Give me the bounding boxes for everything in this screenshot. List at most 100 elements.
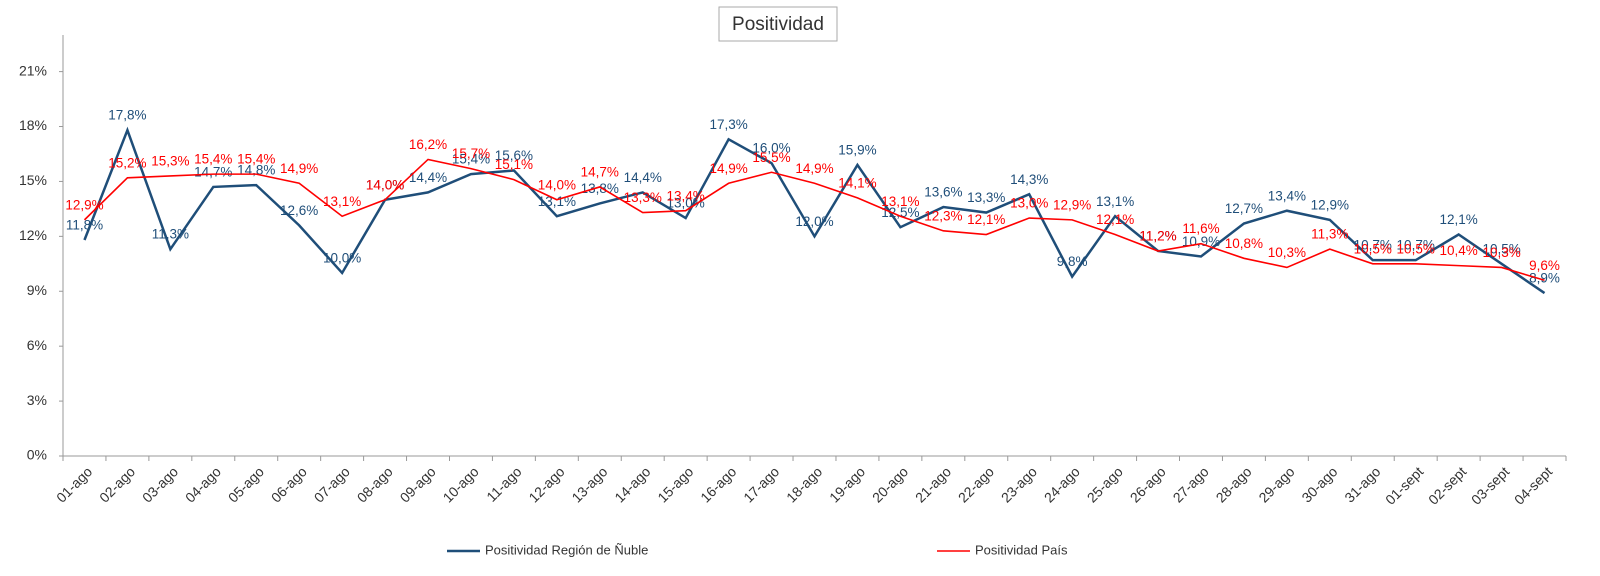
value-label: 10,4% [1440, 243, 1478, 258]
value-label: 15,2% [108, 155, 146, 170]
value-label: 10,7% [1397, 238, 1435, 253]
value-label: 13,0% [667, 196, 705, 211]
x-tick-label: 08-ago [354, 463, 396, 505]
y-tick-label: 21% [19, 62, 47, 78]
value-label: 13,3% [967, 190, 1005, 205]
value-label: 15,4% [194, 152, 232, 167]
x-tick-label: 31-ago [1341, 463, 1383, 505]
x-tick-label: 30-ago [1298, 463, 1340, 505]
x-tick-label: 14-ago [611, 463, 653, 505]
title-box [718, 6, 838, 42]
value-label: 12,9% [65, 197, 103, 212]
x-tick-label: 03-sept [1468, 463, 1512, 507]
x-tick-label: 01-ago [53, 463, 95, 505]
y-tick-label: 6% [27, 337, 47, 353]
value-label: 12,5% [881, 205, 919, 220]
value-label: 12,1% [1096, 212, 1134, 227]
y-tick-label: 12% [19, 227, 47, 243]
value-label: 13,4% [1268, 188, 1306, 203]
value-label: 9,8% [1057, 254, 1088, 269]
value-label: 14,7% [581, 164, 619, 179]
value-label: 11,8% [66, 218, 103, 233]
value-label: 14,1% [838, 175, 876, 190]
x-tick-label: 04-sept [1511, 463, 1555, 507]
value-label: 10,9% [1182, 234, 1220, 249]
x-tick-label: 19-ago [826, 463, 868, 505]
value-label: 10,5% [1482, 241, 1520, 256]
value-label: 14,3% [1010, 172, 1048, 187]
value-label: 12,7% [1225, 201, 1263, 216]
x-tick-label: 04-ago [182, 463, 224, 505]
x-tick-label: 24-ago [1041, 463, 1083, 505]
value-label: 16,2% [409, 137, 447, 152]
x-tick-label: 03-ago [139, 463, 181, 505]
x-tick-label: 21-ago [912, 463, 954, 505]
y-tick-label: 0% [27, 447, 47, 463]
value-label: 13,8% [581, 181, 619, 196]
value-label: 12,6% [280, 203, 318, 218]
value-label: 13,6% [924, 185, 962, 200]
value-label: 10,5% [1397, 241, 1435, 256]
value-label: 11,3% [1311, 227, 1348, 242]
value-label: 10,3% [1482, 245, 1520, 260]
value-label: 12,3% [924, 208, 962, 223]
x-tick-label: 25-ago [1084, 463, 1126, 505]
value-label: 16,0% [752, 141, 790, 156]
chart-title: Positividad [732, 14, 824, 35]
y-tick-label: 15% [19, 172, 47, 188]
value-label: 11,6% [1182, 221, 1219, 236]
value-label: 17,8% [108, 108, 146, 123]
x-tick-label: 16-ago [697, 463, 739, 505]
y-tick-label: 18% [19, 117, 47, 133]
series-line [83, 126, 1546, 295]
value-label: 10,3% [1268, 245, 1306, 260]
y-tick-label: 9% [27, 282, 47, 298]
y-tick-label: 3% [27, 392, 47, 408]
value-label: 12,0% [795, 214, 833, 229]
value-label: 12,1% [1440, 212, 1478, 227]
x-tick-label: 12-ago [525, 463, 567, 505]
x-tick-label: 11-ago [483, 463, 525, 505]
x-tick-label: 27-ago [1170, 463, 1212, 505]
x-tick-label: 09-ago [397, 463, 439, 505]
value-label: 10,0% [323, 251, 361, 266]
x-tick-label: 02-sept [1425, 463, 1469, 507]
value-label: 15,4% [452, 152, 490, 167]
value-label: 15,5% [752, 150, 790, 165]
value-label: 15,7% [452, 146, 490, 161]
value-label: 14,9% [280, 161, 318, 176]
value-label: 8,9% [1529, 271, 1560, 286]
x-tick-label: 26-ago [1127, 463, 1169, 505]
x-tick-label: 28-ago [1213, 463, 1255, 505]
value-label: 14,9% [795, 161, 833, 176]
x-tick-label: 18-ago [783, 463, 825, 505]
value-label: 13,1% [881, 194, 919, 209]
x-tick-label: 06-ago [268, 463, 310, 505]
value-label: 14,4% [409, 170, 447, 185]
x-tick-label: 13-ago [568, 463, 610, 505]
x-tick-label: 17-ago [740, 463, 782, 505]
value-label: 9,6% [1529, 258, 1560, 273]
x-tick-label: 22-ago [955, 463, 997, 505]
x-tick-label: 20-ago [869, 463, 911, 505]
value-label: 12,1% [967, 212, 1005, 227]
value-label: 10,7% [1354, 238, 1392, 253]
value-label: 17,3% [709, 117, 747, 132]
x-tick-label: 23-ago [998, 463, 1040, 505]
value-label: 13,1% [1096, 194, 1134, 209]
value-label: 14,4% [624, 170, 662, 185]
series-line [83, 158, 1545, 282]
x-tick-label: 01-sept [1382, 463, 1426, 507]
value-label: 13,3% [624, 190, 662, 205]
value-label: 15,9% [838, 143, 876, 158]
value-label: 15,3% [151, 154, 189, 169]
value-label: 10,8% [1225, 236, 1263, 251]
value-label: 11,2% [1139, 229, 1176, 244]
x-tick-label: 29-ago [1255, 463, 1297, 505]
legend-label: Positividad País [975, 542, 1068, 557]
value-label: 11,3% [152, 227, 189, 242]
x-tick-label: 05-ago [225, 463, 267, 505]
value-label: 15,1% [495, 157, 533, 172]
x-tick-label: 02-ago [96, 463, 138, 505]
